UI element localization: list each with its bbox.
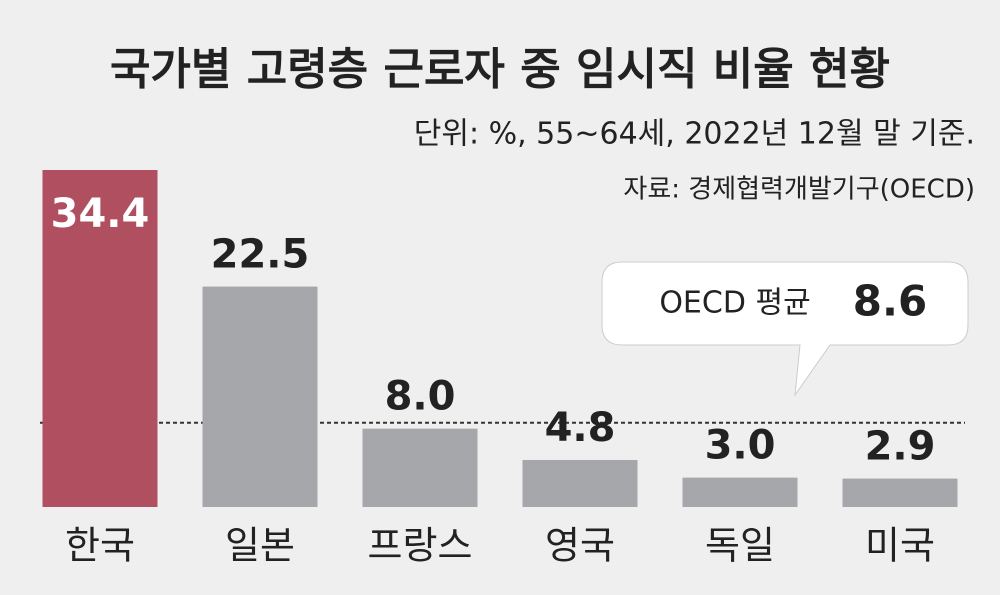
- x-tick-label: 영국: [545, 524, 615, 568]
- source: 자료: 경제협력개발기구(OECD): [623, 175, 975, 205]
- value-label: 3.0: [705, 423, 776, 469]
- x-tick-label: 한국: [65, 524, 135, 568]
- value-label: 8.0: [385, 374, 456, 420]
- bar: [362, 428, 478, 507]
- callout: [601, 261, 969, 397]
- value-label: 2.9: [865, 424, 936, 470]
- bar: [202, 286, 318, 507]
- x-tick-label: 미국: [865, 524, 935, 568]
- bar: [842, 478, 958, 507]
- x-tick-label: 독일: [705, 524, 775, 568]
- x-tick-label: 프랑스: [368, 524, 473, 568]
- average-value: 8.6: [853, 277, 927, 326]
- value-label: 22.5: [211, 232, 310, 278]
- value-label: 34.4: [51, 191, 150, 237]
- value-label: 4.8: [545, 405, 616, 451]
- bar: [522, 459, 638, 507]
- bar: [42, 170, 158, 507]
- average-label: OECD 평균: [659, 286, 810, 321]
- chart-title: 국가별 고령층 근로자 중 임시직 비율 현황: [110, 44, 890, 95]
- bar: [682, 477, 798, 507]
- x-tick-label: 일본: [225, 524, 295, 568]
- subtitle: 단위: %, 55~64세, 2022년 12월 말 기준.: [414, 117, 975, 152]
